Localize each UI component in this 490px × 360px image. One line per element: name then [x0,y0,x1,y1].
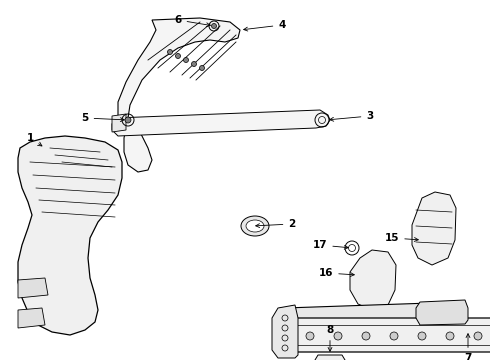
Ellipse shape [241,216,269,236]
Polygon shape [18,136,122,335]
Text: 16: 16 [319,268,354,278]
Text: 10: 10 [0,359,1,360]
Polygon shape [412,192,456,265]
Circle shape [334,332,342,340]
Polygon shape [18,308,45,328]
Text: 18: 18 [0,359,1,360]
Polygon shape [124,118,152,172]
Text: 5: 5 [81,113,124,123]
Text: 3: 3 [330,111,374,121]
Text: 15: 15 [385,233,418,243]
Text: 13: 13 [0,359,1,360]
Polygon shape [272,305,298,358]
Circle shape [474,332,482,340]
Text: 7: 7 [465,334,472,360]
Circle shape [212,23,217,28]
Circle shape [199,66,204,71]
Polygon shape [18,278,48,298]
Polygon shape [112,114,126,132]
Circle shape [362,332,370,340]
Polygon shape [350,250,396,310]
Circle shape [306,332,314,340]
Polygon shape [315,355,345,360]
Text: 11: 11 [0,359,1,360]
Circle shape [168,49,172,54]
Text: 1: 1 [26,133,42,146]
Circle shape [183,58,189,63]
Text: 2: 2 [256,219,295,229]
Text: 17: 17 [313,240,348,250]
Text: 6: 6 [174,15,210,27]
Ellipse shape [246,220,264,232]
Text: 8: 8 [326,325,334,351]
Circle shape [192,62,196,67]
Circle shape [418,332,426,340]
Polygon shape [112,110,330,136]
Polygon shape [280,302,462,322]
Polygon shape [278,318,490,352]
Polygon shape [416,300,468,325]
Text: 14: 14 [0,359,1,360]
Polygon shape [118,18,240,138]
Text: 9: 9 [0,359,1,360]
Text: 4: 4 [244,20,286,31]
Circle shape [446,332,454,340]
Circle shape [125,117,131,123]
Circle shape [390,332,398,340]
Circle shape [175,54,180,58]
Text: 12: 12 [0,359,1,360]
